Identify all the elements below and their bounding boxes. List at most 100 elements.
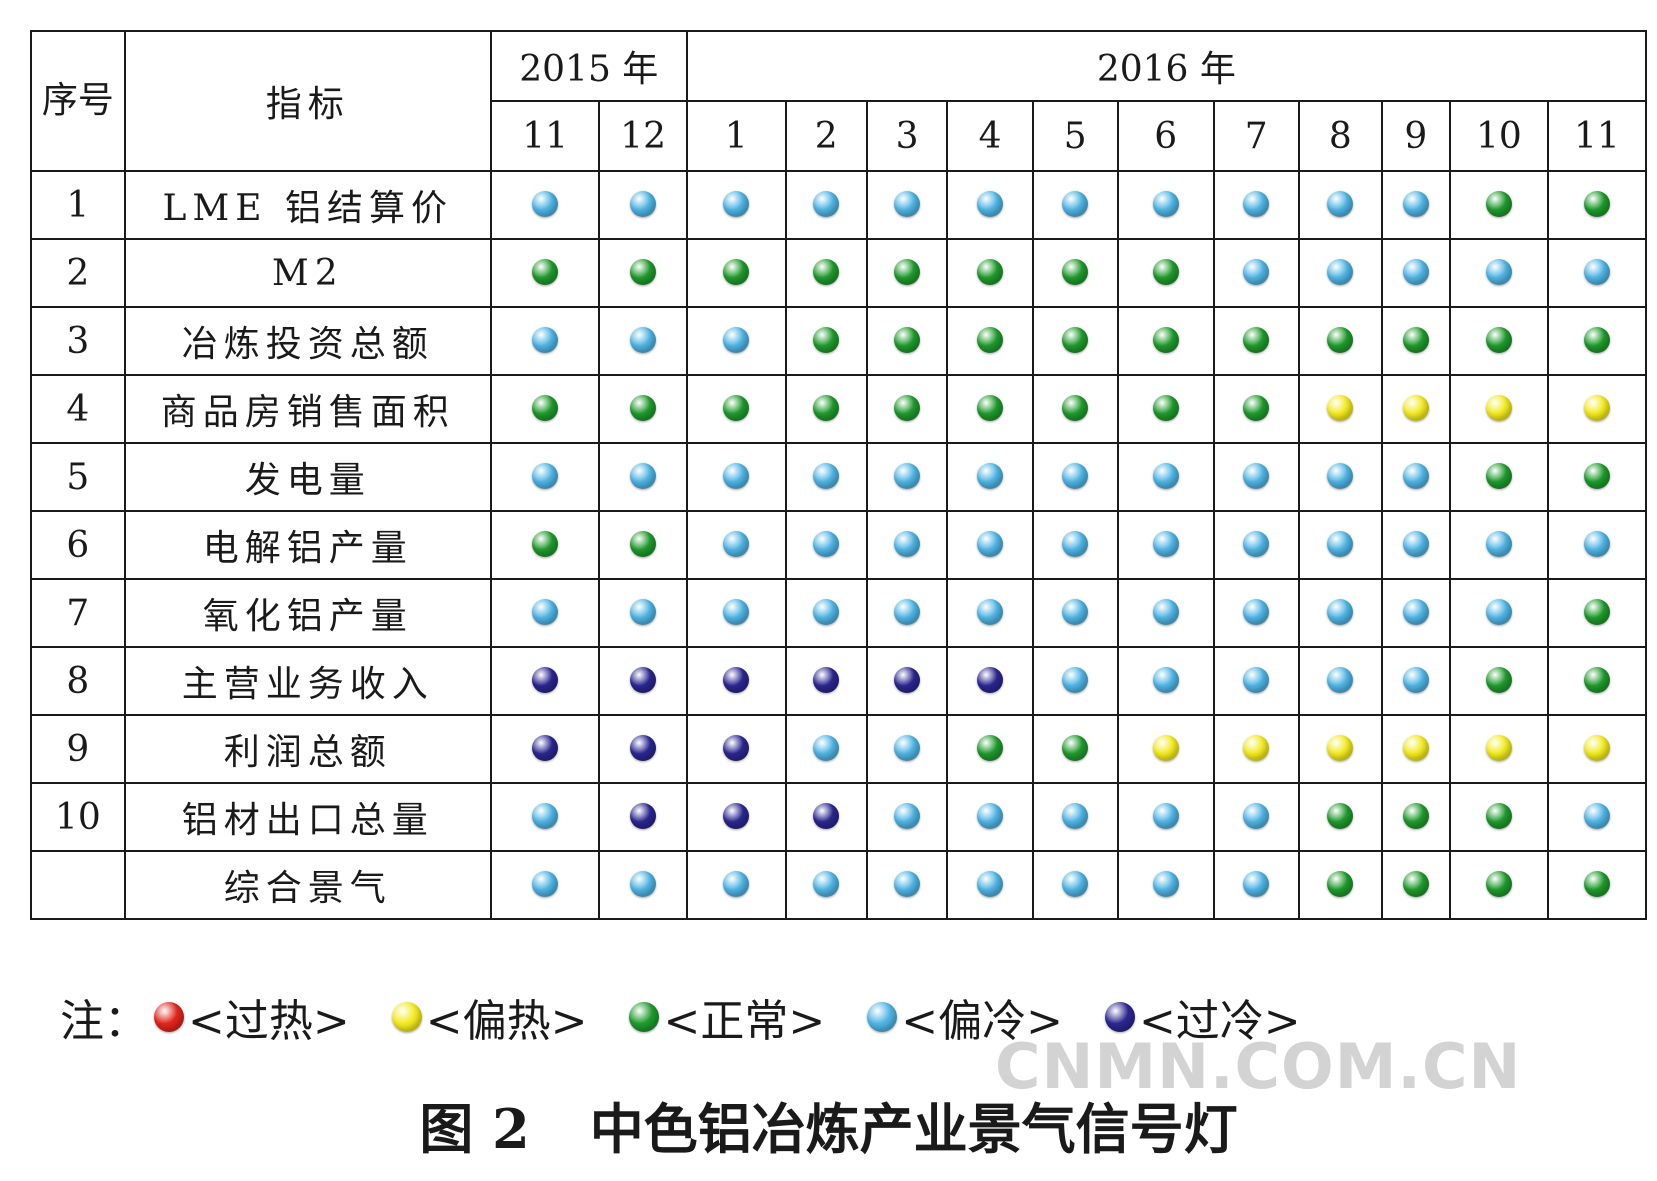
- signal-cell: [489, 306, 601, 376]
- signal-light-偏冷: [532, 462, 559, 489]
- signal-light-偏冷: [630, 190, 657, 217]
- signal-light-过冷: [723, 802, 750, 829]
- signal-cell: [1031, 238, 1119, 308]
- legend-text: <正常>: [663, 996, 826, 1047]
- signal-light-偏冷: [1327, 598, 1354, 625]
- indicator-name: 电解铝产量: [123, 510, 492, 580]
- indicator-name: 发电量: [123, 442, 492, 512]
- signal-light-偏热: [1583, 394, 1610, 421]
- signal-cell: [1031, 374, 1119, 444]
- signal-cell: [1031, 850, 1119, 920]
- signal-cell: [1116, 374, 1215, 444]
- signal-light-偏冷: [1402, 258, 1429, 285]
- signal-light-偏冷: [1152, 462, 1179, 489]
- signal-light-正常: [532, 394, 559, 421]
- figure-caption: 图 2 中色铝冶炼产业景气信号灯: [0, 1085, 1657, 1164]
- signal-light-偏冷: [630, 870, 657, 897]
- signal-cell: [1212, 714, 1300, 784]
- signal-cell: [1546, 442, 1648, 512]
- signal-light-偏热: [1485, 394, 1512, 421]
- signal-light-偏冷: [1062, 802, 1089, 829]
- signal-cell: [946, 238, 1034, 308]
- signal-cell: [685, 714, 787, 784]
- signal-light-正常: [977, 326, 1004, 353]
- signal-light-过冷: [894, 666, 921, 693]
- signal-cell: [784, 646, 868, 716]
- signal-light-正常: [1062, 734, 1089, 761]
- signal-light-偏冷: [894, 190, 921, 217]
- signal-cell: [1546, 510, 1648, 580]
- signal-light-正常: [1062, 258, 1089, 285]
- signal-light-正常: [1485, 666, 1512, 693]
- row-seq: 9: [30, 714, 126, 784]
- signal-cell: [1116, 170, 1215, 240]
- legend-dot-icon: [154, 1002, 184, 1032]
- signal-light-偏热: [1327, 734, 1354, 761]
- row-seq: [30, 850, 126, 920]
- signal-cell: [1297, 238, 1383, 308]
- signal-cell: [598, 850, 688, 920]
- row-seq: 6: [30, 510, 126, 580]
- signal-cell: [1546, 714, 1648, 784]
- legend-item: <正常>: [629, 985, 825, 1049]
- signal-light-正常: [1152, 394, 1179, 421]
- signal-cell: [1031, 170, 1119, 240]
- signal-light-偏冷: [532, 326, 559, 353]
- signal-light-偏冷: [1485, 598, 1512, 625]
- figure-title: 中色铝冶炼产业景气信号灯: [589, 1097, 1238, 1161]
- signal-light-过冷: [813, 666, 840, 693]
- signal-light-偏冷: [723, 870, 750, 897]
- signal-light-正常: [977, 734, 1004, 761]
- signal-cell: [946, 782, 1034, 852]
- signal-cell: [598, 578, 688, 648]
- signal-cell: [1297, 374, 1383, 444]
- signal-light-偏冷: [630, 598, 657, 625]
- signal-light-偏热: [1402, 394, 1429, 421]
- signal-cell: [1297, 646, 1383, 716]
- table-row: 1 LME 铝结算价: [30, 170, 1648, 240]
- signal-cell: [598, 238, 688, 308]
- signal-cell: [598, 510, 688, 580]
- header-month: 3: [865, 100, 949, 172]
- signal-cell: [865, 374, 949, 444]
- signal-cell: [784, 238, 868, 308]
- signal-light-偏冷: [1402, 190, 1429, 217]
- signal-cell: [1448, 510, 1549, 580]
- signal-cell: [685, 782, 787, 852]
- signal-cell: [946, 510, 1034, 580]
- signal-light-正常: [532, 258, 559, 285]
- header-year-2016: 2016 年: [685, 30, 1648, 102]
- signal-cell: [1212, 646, 1300, 716]
- signal-cell: [1380, 714, 1451, 784]
- signal-cell: [489, 714, 601, 784]
- signal-cell: [946, 442, 1034, 512]
- signal-light-正常: [894, 258, 921, 285]
- signal-light-过冷: [532, 734, 559, 761]
- signal-cell: [1031, 646, 1119, 716]
- signal-light-偏冷: [1327, 666, 1354, 693]
- table-row: 8 主营业务收入: [30, 646, 1648, 716]
- signal-light-偏冷: [977, 802, 1004, 829]
- signal-light-偏冷: [1327, 530, 1354, 557]
- signal-cell: [1297, 782, 1383, 852]
- signal-light-偏冷: [977, 462, 1004, 489]
- signal-light-正常: [1243, 394, 1270, 421]
- header-month: 7: [1212, 100, 1300, 172]
- signal-cell: [1116, 442, 1215, 512]
- signal-cell: [865, 850, 949, 920]
- signal-cell: [598, 306, 688, 376]
- signal-light-正常: [630, 258, 657, 285]
- signal-cell: [1212, 442, 1300, 512]
- signal-light-偏冷: [1243, 598, 1270, 625]
- signal-cell: [1380, 578, 1451, 648]
- signal-light-偏冷: [813, 598, 840, 625]
- signal-cell: [865, 170, 949, 240]
- signal-cell: [598, 374, 688, 444]
- row-seq: 7: [30, 578, 126, 648]
- signal-cell: [1212, 238, 1300, 308]
- signal-light-偏冷: [894, 530, 921, 557]
- signal-light-偏热: [1327, 394, 1354, 421]
- signal-light-正常: [630, 394, 657, 421]
- signal-cell: [489, 782, 601, 852]
- signal-light-正常: [532, 530, 559, 557]
